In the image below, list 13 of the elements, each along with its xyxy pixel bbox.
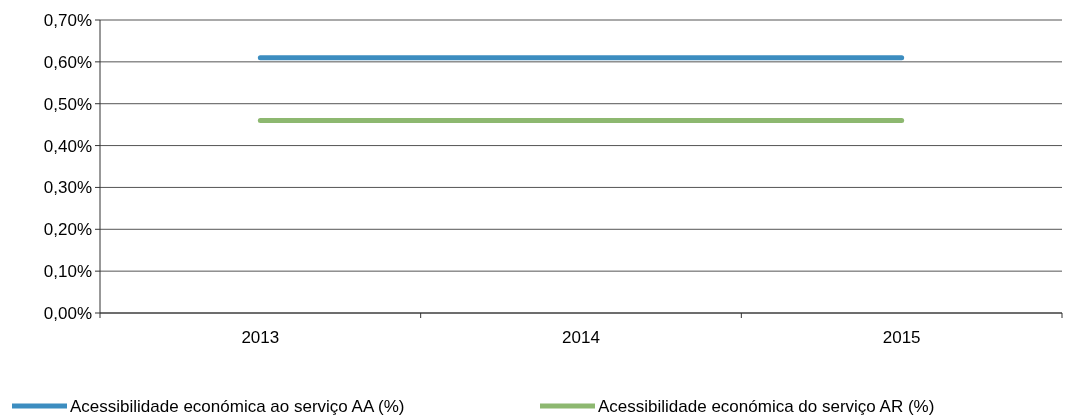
y-tick-label: 0,00%	[43, 303, 92, 323]
x-tick-label: 2013	[241, 328, 280, 347]
legend-label: Acessibilidade económica ao serviço AA (%)	[70, 396, 405, 416]
legend-label: Acessibilidade económica do serviço AR (%)	[598, 396, 935, 416]
x-tick-label: 2015	[882, 328, 921, 347]
x-tick-label: 2014	[562, 328, 600, 347]
y-tick-label: 0,70%	[43, 10, 92, 30]
y-tick-label: 0,50%	[43, 94, 92, 114]
y-tick-label: 0,30%	[43, 178, 92, 198]
y-tick-label: 0,40%	[43, 136, 92, 156]
y-tick-label: 0,10%	[43, 262, 92, 282]
y-tick-label: 0,60%	[43, 52, 92, 72]
y-tick-label: 0,20%	[43, 220, 92, 240]
